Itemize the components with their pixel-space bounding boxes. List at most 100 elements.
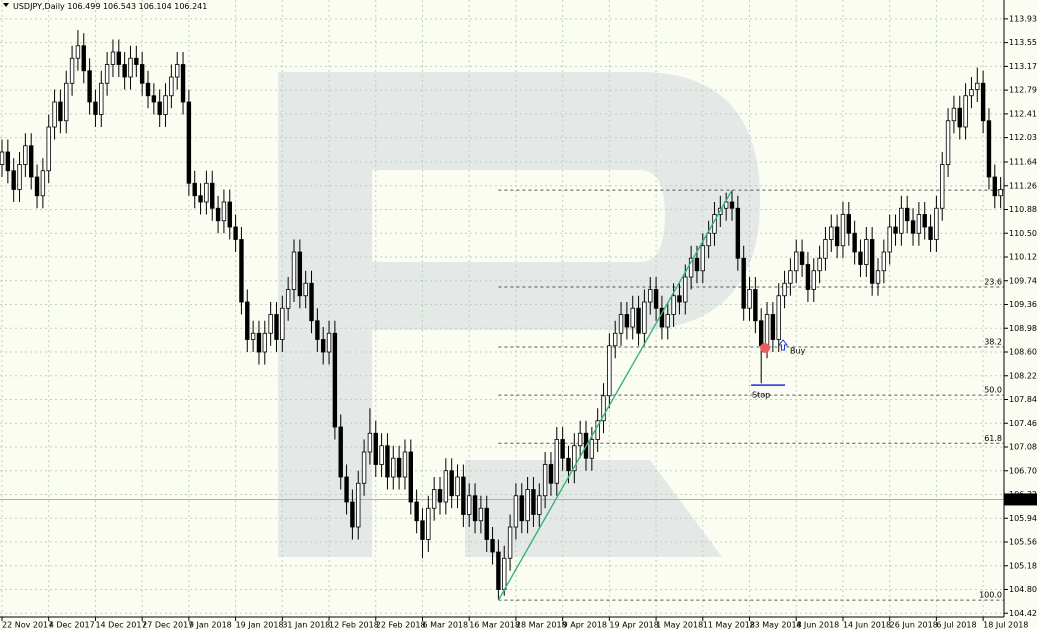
candle-body xyxy=(683,276,688,303)
candle-body xyxy=(618,314,624,334)
candle-body xyxy=(291,251,297,290)
candle-body xyxy=(81,45,86,72)
candle-body xyxy=(478,507,484,522)
y-tick-label: 105.560 xyxy=(1009,538,1037,547)
candle-body xyxy=(356,482,361,528)
y-tick-label: 107.840 xyxy=(1009,395,1037,404)
x-tick-label: 11 May 2018 xyxy=(703,621,755,630)
candle-body xyxy=(116,51,121,65)
candle-body xyxy=(747,289,752,309)
candle-body xyxy=(560,439,565,459)
candle-body xyxy=(461,476,466,515)
candle-body xyxy=(799,251,805,265)
candle-body xyxy=(975,82,980,90)
candle-body xyxy=(332,332,338,428)
x-tick-label: 6 Jul 2018 xyxy=(936,621,976,630)
candle-body xyxy=(414,501,419,522)
y-tick-label: 110.880 xyxy=(1009,205,1037,214)
entry-point xyxy=(760,343,771,353)
candle-body xyxy=(963,95,968,128)
fib-label: 38.2 xyxy=(984,338,1002,347)
x-tick-label: 23 May 2018 xyxy=(750,621,802,630)
candle-body xyxy=(823,239,828,259)
candle-body xyxy=(899,207,904,234)
candle-body xyxy=(957,107,962,128)
candle-body xyxy=(829,226,834,240)
candle-body xyxy=(11,170,16,190)
candle-body xyxy=(817,257,822,272)
candle-body xyxy=(671,295,676,315)
header-icon xyxy=(3,3,9,7)
candle-body xyxy=(700,245,705,272)
y-tick-label: 109.360 xyxy=(1009,300,1037,309)
candle-body xyxy=(145,82,151,97)
candle-body xyxy=(192,182,197,197)
y-tick-label: 113.550 xyxy=(1009,38,1037,47)
x-tick-label: 9 Apr 2018 xyxy=(563,621,607,630)
candle-body xyxy=(858,251,863,265)
candle-body xyxy=(320,339,326,353)
candle-body xyxy=(496,551,501,590)
candle-body xyxy=(58,101,63,122)
candle-body xyxy=(180,64,186,103)
candle-body xyxy=(110,51,116,65)
candle-body xyxy=(607,345,612,397)
x-tick-label: 18 Jul 2018 xyxy=(983,621,1028,630)
candle-body xyxy=(268,314,273,334)
stop-label: Stop xyxy=(752,391,770,400)
x-tick-label: 4 Dec 2017 xyxy=(49,621,95,630)
y-tick-label: 108.220 xyxy=(1009,371,1037,380)
x-tick-label: 9 Jan 2018 xyxy=(189,621,232,630)
x-tick-label: 28 Mar 2018 xyxy=(516,621,567,630)
candle-body xyxy=(648,289,653,303)
candle-body xyxy=(776,295,781,340)
candle-body xyxy=(455,476,460,497)
y-tick-label: 109.740 xyxy=(1009,276,1037,285)
y-tick-label: 107.460 xyxy=(1009,419,1037,428)
candle-body xyxy=(408,451,413,503)
y-tick-label: 107.080 xyxy=(1009,443,1037,452)
candle-body xyxy=(729,201,735,209)
candle-body xyxy=(344,476,349,503)
fib-label: 61.8 xyxy=(984,434,1002,443)
candle-body xyxy=(367,432,373,453)
candle-body xyxy=(0,151,5,165)
y-tick-label: 111.260 xyxy=(1009,181,1037,190)
y-tick-label: 111.640 xyxy=(1009,158,1037,167)
candle-body xyxy=(75,45,81,59)
buy-arrow xyxy=(777,339,789,351)
x-tick-label: 31 Jan 2018 xyxy=(282,621,330,630)
candle-body xyxy=(46,126,51,172)
x-tick-label: 12 Feb 2018 xyxy=(329,621,379,630)
candle-body xyxy=(157,101,162,115)
candle-body xyxy=(881,251,887,272)
candle-body xyxy=(169,76,174,97)
x-tick-label: 22 Nov 2017 xyxy=(2,621,53,630)
header-high: 106.543 xyxy=(103,2,136,11)
candle-body xyxy=(426,507,431,540)
y-tick-label: 113.930 xyxy=(1009,14,1037,23)
candle-body xyxy=(437,489,443,503)
candle-body xyxy=(215,207,221,222)
candle-body xyxy=(210,182,215,209)
header-low: 106.104 xyxy=(139,2,172,11)
candle-body xyxy=(566,457,571,472)
y-tick-label: 105.180 xyxy=(1009,561,1037,570)
trendline xyxy=(497,189,733,601)
candle-body xyxy=(677,295,682,303)
current-price-box xyxy=(1004,493,1037,506)
watermark xyxy=(278,72,760,557)
candle-body xyxy=(852,232,857,253)
candle-body xyxy=(928,226,933,240)
watermark-leg xyxy=(465,460,722,557)
candle-body xyxy=(723,201,729,209)
candle-body xyxy=(443,470,449,503)
candle-body xyxy=(174,64,180,78)
candle-body xyxy=(64,82,69,122)
candle-body xyxy=(396,457,402,478)
candle-body xyxy=(636,307,641,334)
y-tick-label: 113.170 xyxy=(1009,62,1037,71)
candle-body xyxy=(198,195,203,203)
candle-body xyxy=(280,307,285,340)
candle-body xyxy=(589,439,595,459)
